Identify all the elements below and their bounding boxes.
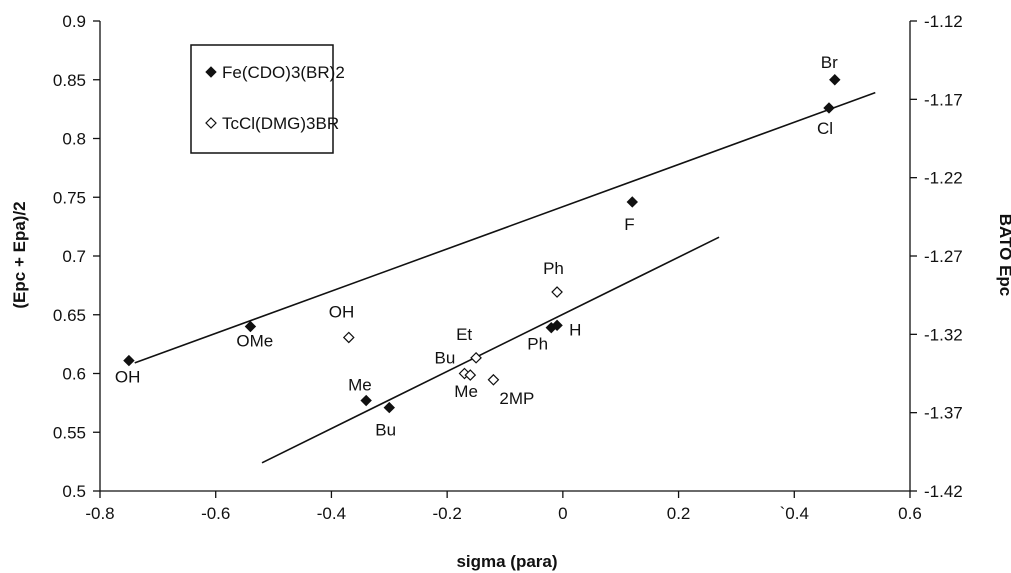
y-left-tick-label: 0.9 [62,12,86,31]
point-label: Me [454,382,478,401]
y-left-tick-label: 0.5 [62,482,86,501]
data-point-series-1 [464,369,477,381]
y-left-tick-label: 0.6 [62,365,86,384]
x-tick-label: 0 [558,504,567,523]
fit-lines [134,91,876,464]
point-label: Cl [817,119,833,138]
point-label: OH [329,302,355,321]
y-axis-left-title: (Epc + Epa)/2 [10,201,29,308]
y-right-tick-label: -1.22 [924,169,963,188]
data-point-series-0 [829,74,841,86]
y-right-tick-label: -1.12 [924,12,963,31]
data-point-series-0 [244,320,257,333]
point-label: OH [115,368,141,387]
point-label: OMe [236,332,273,351]
y-left-tick-label: 0.75 [53,188,86,207]
point-label: Bu [435,349,456,368]
data-point-series-0 [823,102,835,114]
data-point-series-0 [383,401,395,414]
x-tick-label: `0.4 [780,504,809,523]
y-right-tick-label: -1.17 [924,90,963,109]
data-point-series-1 [551,286,563,298]
y-left-tick-label: 0.7 [62,247,86,266]
point-label: Et [456,325,472,344]
y-left-tick-label: 0.85 [53,71,86,90]
point-label: F [624,215,634,234]
point-label: Ph [527,335,548,354]
legend-marker-filled-diamond [205,66,217,78]
x-axis-title: sigma (para) [456,552,557,571]
point-label: Bu [375,421,396,440]
legend-item-series-0: Fe(CDO)3(BR)2 [205,63,345,82]
x-tick-label: -0.6 [201,504,230,523]
data-point-series-1 [487,373,500,386]
data-points [123,74,841,414]
x-tick-label: -0.8 [85,504,114,523]
y-axis-right-title: BATO Epc [996,214,1011,297]
data-point-series-0 [360,394,372,407]
point-label: H [569,320,581,339]
fit-line-series-0 [134,91,876,364]
legend-label-series-1: TcCl(DMG)3BR [222,114,339,133]
data-point-series-1 [342,331,355,344]
y-left-tick-label: 0.8 [62,130,86,149]
legend-item-series-1: TcCl(DMG)3BR [205,114,339,133]
y-left-tick-label: 0.55 [53,423,86,442]
point-labels: OH OMe Me Bu Ph H F Cl Br OH Bu Me Et 2MP Ph [115,53,838,440]
point-label: Me [348,376,372,395]
y-right-tick-label: -1.37 [924,404,963,423]
y-right-tick-label: -1.27 [924,247,963,266]
x-tick-label: 0.6 [898,504,922,523]
point-label: 2MP [499,389,534,408]
y-right-tick-label: -1.32 [924,325,963,344]
fit-line-series-1 [261,236,720,464]
x-tick-label: -0.2 [432,504,461,523]
y-right-tick-label: -1.42 [924,482,963,501]
axes: -0.8 -0.6 -0.4 -0.2 0 0.2 `0.4 0.6 0.5 0.55 0.6 0.6… [53,12,963,523]
legend-box [190,44,334,154]
data-point-series-1 [470,351,482,364]
y-left-tick-label: 0.65 [53,306,86,325]
point-label: Ph [543,259,564,278]
legend: Fe(CDO)3(BR)2 TcCl(DMG)3BR [190,44,345,154]
data-point-series-0 [551,319,563,332]
data-point-series-0 [626,196,638,208]
point-label: Br [821,53,838,72]
x-tick-label: 0.2 [667,504,691,523]
legend-label-series-0: Fe(CDO)3(BR)2 [222,63,345,82]
legend-marker-open-diamond [205,117,217,129]
x-tick-label: -0.4 [317,504,346,523]
data-point-series-0 [123,354,135,367]
